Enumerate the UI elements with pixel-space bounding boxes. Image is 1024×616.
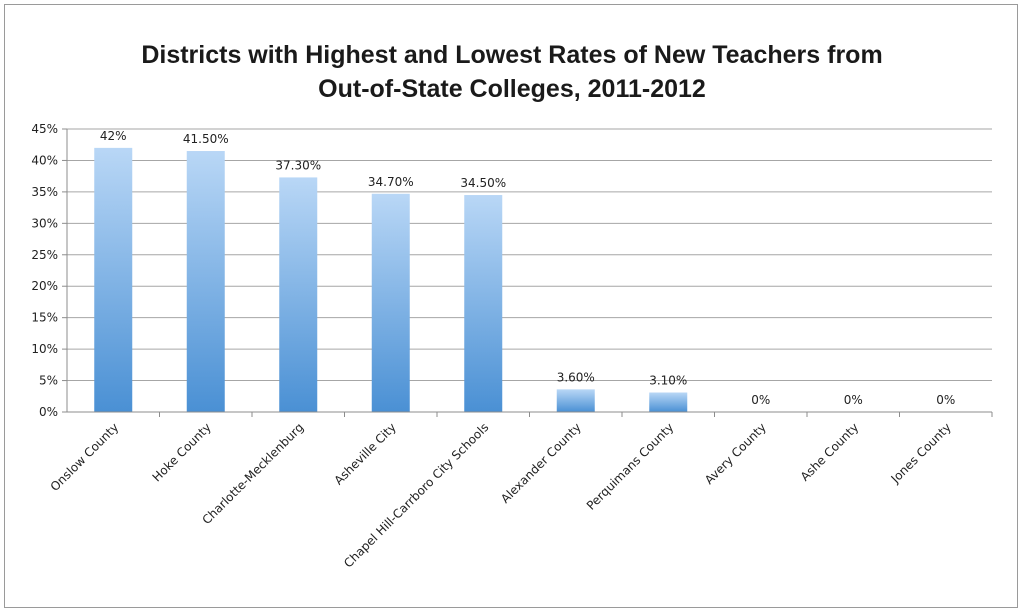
y-tick-label: 10% [31, 342, 58, 356]
y-tick-label: 0% [39, 405, 58, 419]
bar [94, 147, 133, 412]
x-tick-label: Jones County [888, 420, 954, 486]
bar [649, 392, 688, 412]
data-label: 3.10% [649, 374, 687, 388]
data-label: 34.50% [460, 176, 506, 190]
y-tick-label: 35% [31, 185, 58, 199]
bar [279, 177, 318, 412]
x-tick-label: Asheville City [331, 420, 398, 487]
x-tick-label: Ashe County [798, 420, 862, 484]
x-tick-label: Hoke County [150, 420, 214, 484]
bar [186, 151, 225, 412]
y-tick-label: 25% [31, 248, 58, 262]
y-tick-label: 45% [31, 122, 58, 136]
y-tick-label: 30% [31, 216, 58, 230]
bar [464, 195, 503, 412]
bar [371, 193, 410, 412]
data-label: 34.70% [368, 175, 414, 189]
x-tick-label: Onslow County [48, 420, 122, 494]
axes [62, 128, 993, 417]
y-tick-label: 20% [31, 279, 58, 293]
chart-title-line-2: Out-of-State Colleges, 2011-2012 [318, 75, 706, 103]
data-label: 37.30% [275, 158, 321, 172]
x-tick-label: Avery County [702, 420, 769, 487]
chart-title-line-1: Districts with Highest and Lowest Rates … [141, 41, 883, 69]
data-label: 42% [100, 129, 127, 143]
bar [556, 389, 595, 412]
data-label: 3.60% [557, 370, 595, 384]
x-tick-label: Alexander County [498, 420, 584, 506]
y-tick-label: 5% [39, 374, 58, 388]
data-label: 0% [751, 393, 770, 407]
x-tick-label: Chapel Hill-Carrboro City Schools [341, 420, 491, 570]
data-label: 41.50% [183, 132, 229, 146]
bars [94, 147, 688, 412]
y-tick-label: 15% [31, 311, 58, 325]
x-tick-label: Charlotte-Mecklenburg [199, 420, 306, 527]
x-tick-label: Perquimans County [584, 420, 677, 513]
data-label: 0% [936, 393, 955, 407]
chart-frame [4, 4, 1018, 608]
data-label: 0% [844, 393, 863, 407]
chart-title: Districts with Highest and Lowest Rates … [0, 38, 1024, 106]
y-tick-label: 40% [31, 153, 58, 167]
